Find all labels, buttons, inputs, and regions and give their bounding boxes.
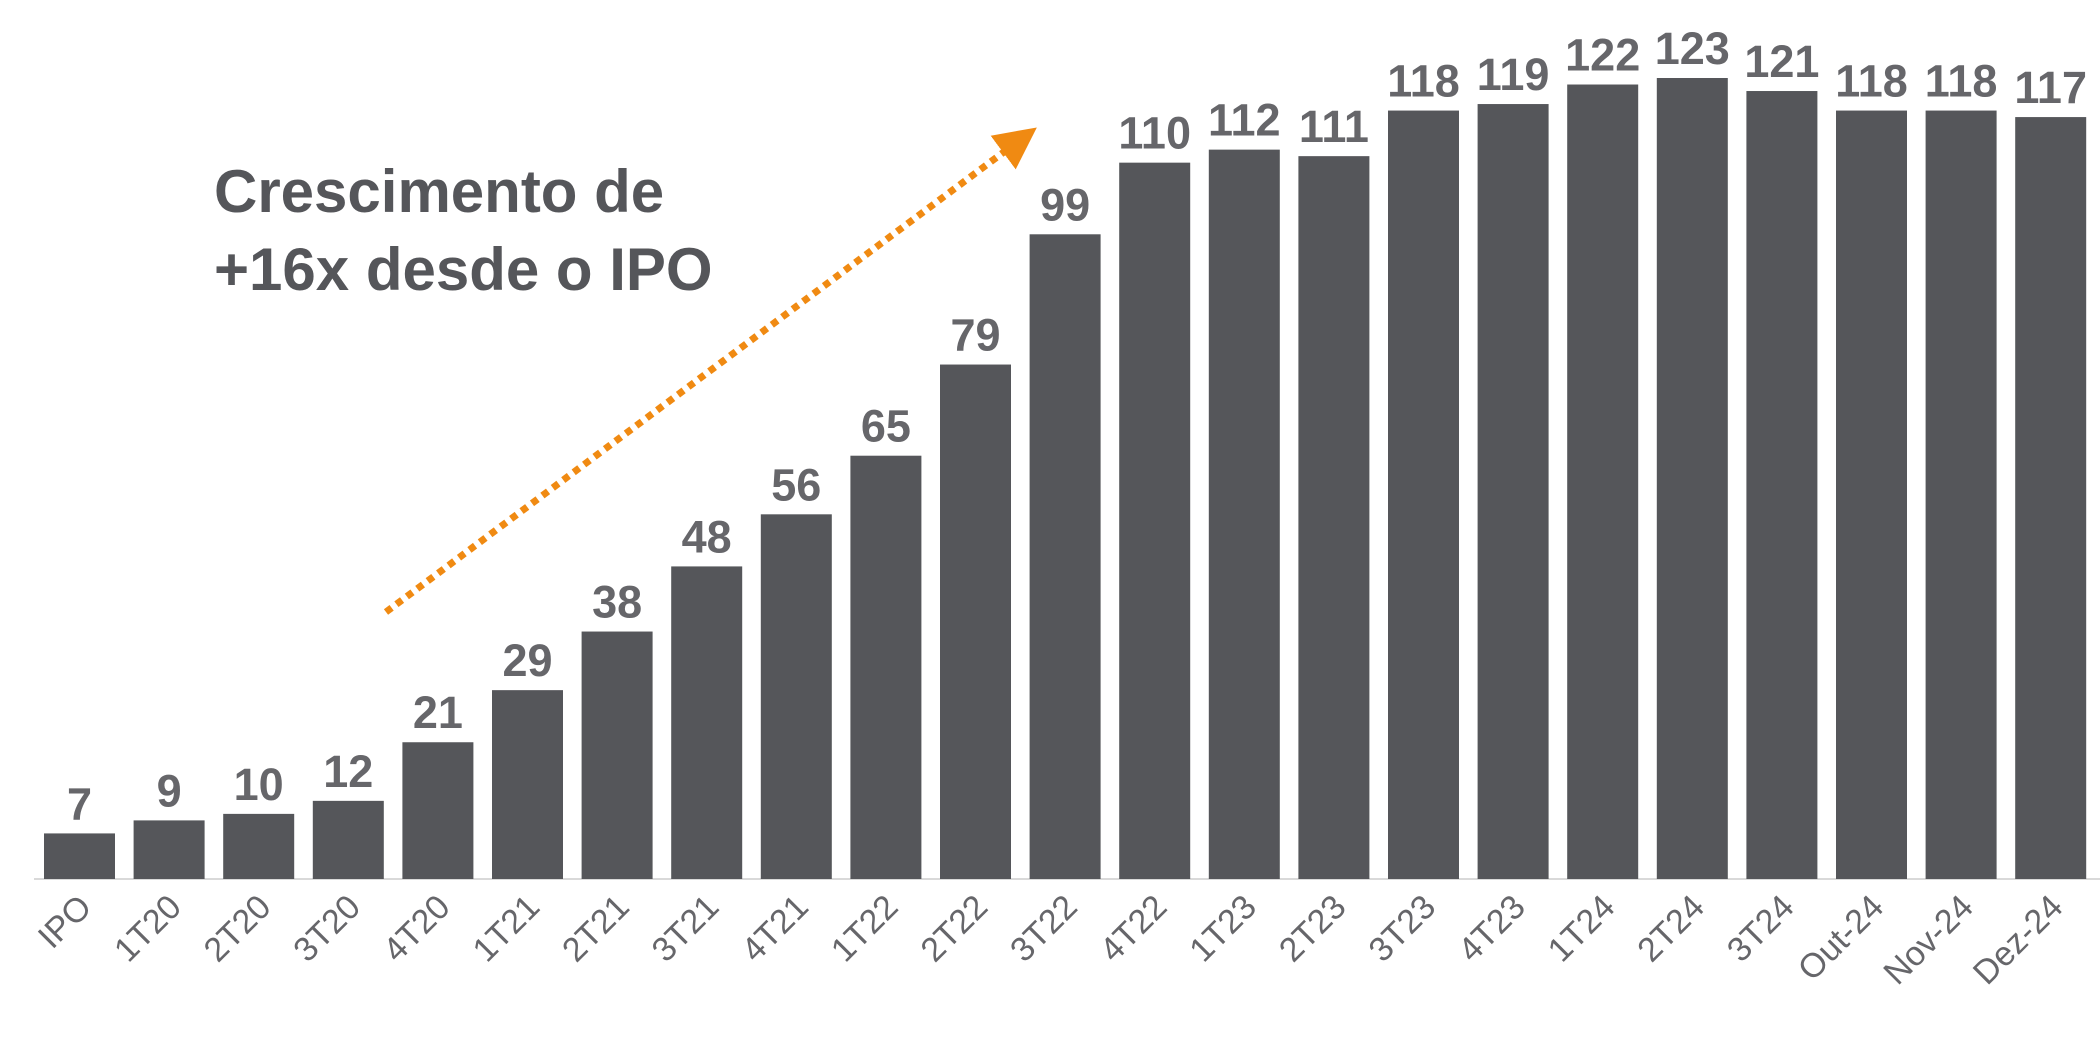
bar: [1656, 78, 1728, 879]
x-tick-label: 2T20: [197, 888, 279, 970]
annotation: Crescimento de: [214, 158, 664, 225]
bar: [223, 813, 295, 879]
x-tick-label: 2T23: [1272, 888, 1354, 970]
bar: [940, 364, 1011, 879]
bar: [1119, 162, 1191, 879]
value-label: 121: [1744, 36, 1819, 87]
value-label: 118: [1835, 56, 1908, 107]
value-label: 119: [1477, 49, 1550, 100]
x-tick-label: 1T22: [824, 888, 906, 970]
x-tick-label: 4T22: [1093, 888, 1175, 970]
x-tick-label: Dez-24: [1966, 888, 2070, 992]
value-label: 56: [771, 459, 821, 510]
bar: [1388, 110, 1459, 879]
bar: [1029, 234, 1101, 880]
value-label: 7: [67, 778, 92, 829]
value-label: 38: [592, 577, 642, 628]
x-tick-label: 2T21: [555, 888, 637, 970]
value-label: 65: [861, 401, 911, 452]
value-label: 118: [1387, 56, 1460, 107]
x-tick-label: 1T21: [465, 888, 547, 970]
value-label: 29: [502, 635, 552, 686]
value-label: 48: [682, 511, 732, 562]
bar: [402, 742, 474, 879]
x-tick-label: 4T21: [734, 888, 816, 970]
value-label: 10: [234, 759, 284, 810]
bar: [850, 455, 922, 879]
value-label: 110: [1118, 108, 1191, 159]
x-tick-label: 3T22: [1003, 888, 1085, 970]
x-tick-label: 2T24: [1630, 888, 1712, 970]
bar: [1925, 110, 1997, 879]
bar: [1567, 84, 1639, 879]
value-label: 112: [1208, 95, 1281, 146]
x-tick-label: 4T23: [1451, 888, 1533, 970]
bar: [1208, 149, 1280, 879]
bar: [1477, 104, 1549, 880]
trend-arrow: [383, 127, 1037, 615]
value-label: 117: [2014, 62, 2087, 113]
x-tick-label: 4T20: [376, 888, 458, 970]
value-label: 123: [1655, 23, 1730, 74]
bar: [671, 566, 743, 879]
value-label: 9: [157, 765, 182, 816]
bar: [2015, 117, 2087, 879]
x-tick-label: 1T24: [1541, 888, 1623, 970]
annotation: +16x desde o IPO: [214, 236, 713, 303]
value-label: 21: [413, 687, 463, 738]
bar: [1746, 91, 1818, 879]
bar: [581, 631, 653, 879]
x-tick-label: 1T23: [1182, 888, 1264, 970]
value-label: 111: [1299, 101, 1369, 152]
x-tick-label: Nov-24: [1876, 888, 1980, 992]
value-label: 122: [1565, 30, 1640, 81]
x-tick-label: 3T21: [645, 888, 727, 970]
x-tick-label: Out-24: [1791, 888, 1891, 988]
value-label: 12: [323, 746, 373, 797]
bar: [133, 820, 205, 879]
x-tick-label: 2T22: [913, 888, 995, 970]
value-label: 118: [1925, 56, 1998, 107]
bar: [492, 690, 563, 879]
bar: [44, 833, 115, 879]
x-tick-label: 3T24: [1720, 888, 1802, 970]
bar: [312, 800, 384, 879]
bar: [1836, 110, 1907, 879]
value-label: 79: [950, 310, 1000, 361]
x-tick-label: 3T23: [1361, 888, 1443, 970]
bar: [760, 514, 832, 879]
x-tick-label: IPO: [31, 888, 99, 956]
bar: [1298, 156, 1370, 879]
value-label: 99: [1040, 179, 1090, 230]
x-tick-label: 1T20: [107, 888, 189, 970]
x-tick-label: 3T20: [286, 888, 368, 970]
